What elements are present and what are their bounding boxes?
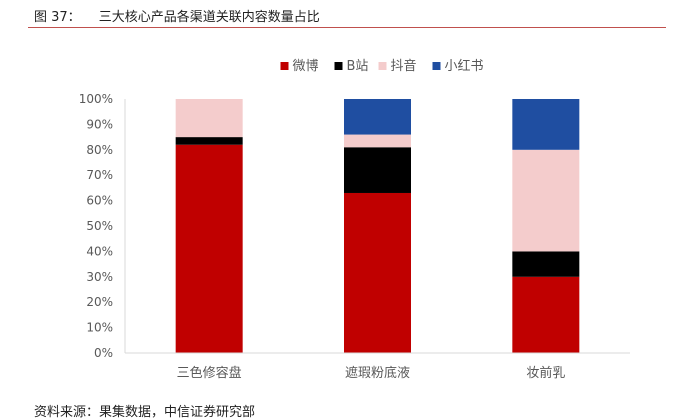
bar-segment <box>512 276 580 353</box>
y-tick-label: 80% <box>86 143 113 157</box>
bar-segment <box>344 134 411 148</box>
figure-title-text: 三大核心产品各渠道关联内容数量占比 <box>98 10 320 25</box>
x-tick-label: 遮瑕粉底液 <box>345 365 410 381</box>
y-tick-label: 10% <box>86 321 113 335</box>
y-tick-label: 20% <box>86 295 113 309</box>
y-tick-label: 30% <box>86 270 113 284</box>
bar-segment <box>344 147 411 193</box>
source-note: 资料来源：果集数据，中信证券研究部 <box>34 405 256 420</box>
legend-label: 微博 <box>293 59 319 74</box>
legend-label: 小红书 <box>445 58 484 74</box>
bar-segment <box>175 137 243 145</box>
bars <box>175 99 580 353</box>
legend-swatch <box>378 62 387 70</box>
y-tick-label: 90% <box>86 117 113 131</box>
legend-label: B站 <box>347 59 369 74</box>
bar-segment <box>512 99 580 150</box>
y-tick-label: 60% <box>86 194 113 208</box>
bar-segment <box>344 99 411 135</box>
y-axis: 0% 10% 20% 30% 40% 50% 60% 70% 80% 90% 100% <box>79 92 126 360</box>
bar-segment <box>344 192 411 353</box>
bar-segment <box>175 144 243 353</box>
chart-legend: 微博 B站 抖音 小红书 <box>280 58 484 74</box>
figure-title: 图 37： 三大核心产品各渠道关联内容数量占比 <box>34 6 320 25</box>
x-tick-label: 三色修容盘 <box>177 365 242 381</box>
y-tick-label: 40% <box>86 244 113 258</box>
figure-number: 图 37： <box>34 10 81 25</box>
y-tick-label: 100% <box>79 92 113 106</box>
bar-segment <box>175 99 243 138</box>
legend-swatch <box>280 62 289 70</box>
legend-label: 抖音 <box>391 58 417 74</box>
y-tick-label: 0% <box>94 346 113 360</box>
x-tick-label: 妆前乳 <box>526 365 565 381</box>
legend-swatch <box>334 62 343 70</box>
bar-segment <box>512 251 580 277</box>
title-divider <box>28 27 666 28</box>
y-tick-label: 70% <box>86 168 113 182</box>
legend-swatch <box>432 62 441 70</box>
y-tick-label: 50% <box>86 219 113 233</box>
bar-segment <box>512 149 580 252</box>
x-axis: 三色修容盘 遮瑕粉底液 妆前乳 <box>125 352 630 381</box>
